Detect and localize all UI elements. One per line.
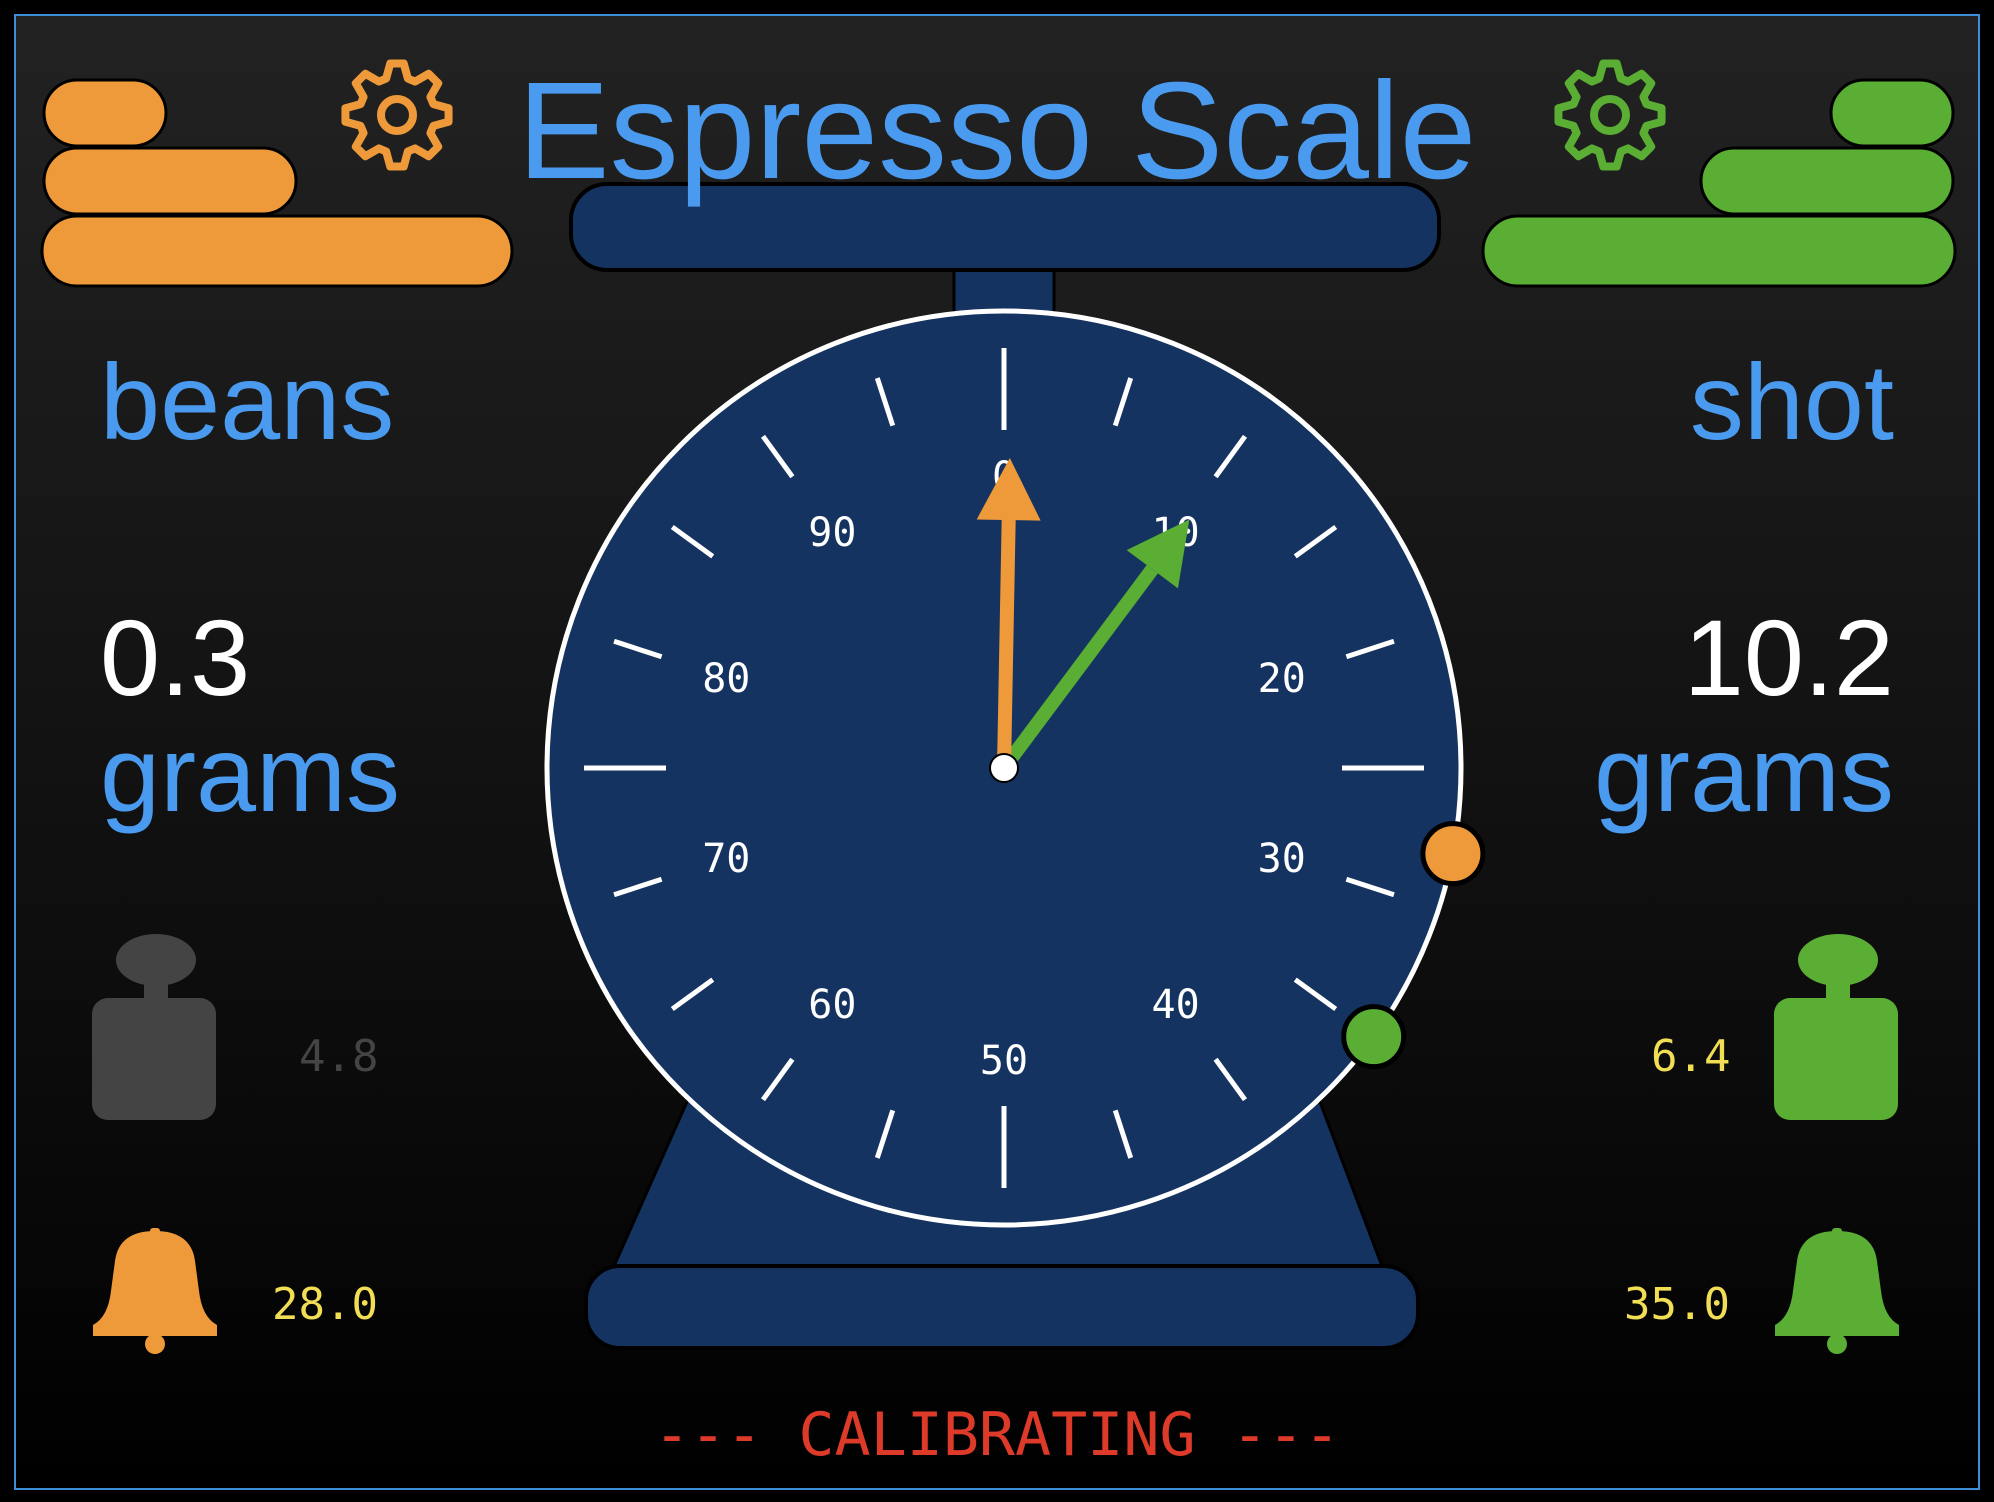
dial-tick xyxy=(670,524,715,559)
shot-menu-button[interactable] xyxy=(1481,78,1957,288)
beans-alarm-marker[interactable] xyxy=(1420,821,1486,887)
dial-tick xyxy=(613,876,663,898)
espresso-scale-app: 0102030405060708090 Espresso Scale b xyxy=(14,14,1980,1490)
app-title: Espresso Scale xyxy=(517,54,1477,208)
beans-alarm-value: 28.0 xyxy=(272,1279,378,1330)
dial-tick xyxy=(760,434,795,479)
beans-bar-long xyxy=(40,214,514,288)
dial-needles xyxy=(976,458,1190,783)
beans-alarm-bell-icon[interactable] xyxy=(93,1228,217,1354)
dial-tick xyxy=(1213,434,1248,479)
dial-tick xyxy=(1293,524,1338,559)
shot-bar-short xyxy=(1829,78,1955,148)
shot-label: shot xyxy=(1689,341,1894,462)
dial-label: 30 xyxy=(1258,836,1306,882)
scale-base-platform xyxy=(584,1264,1420,1350)
shot-settings-gear-icon[interactable] xyxy=(1554,59,1666,171)
dial-tick xyxy=(1112,377,1134,427)
beans-bar-medium xyxy=(42,146,298,216)
dial-label: 50 xyxy=(980,1038,1028,1084)
dial-tick xyxy=(874,377,896,427)
dial-tick xyxy=(1112,1109,1134,1159)
status-message: --- CALIBRATING --- xyxy=(653,1400,1341,1470)
dial-label: 60 xyxy=(808,982,856,1028)
dial-label: 90 xyxy=(808,510,856,556)
dial-tick xyxy=(874,1109,896,1159)
dial-label: 80 xyxy=(702,656,750,702)
beans-tare-weight-icon[interactable] xyxy=(92,934,216,1120)
beans-needle xyxy=(976,458,1041,769)
beans-settings-gear-icon[interactable] xyxy=(341,59,453,171)
shot-weight-unit: grams xyxy=(1593,713,1894,834)
shot-alarm-marker[interactable] xyxy=(1341,1004,1407,1070)
dial-tick xyxy=(760,1057,795,1102)
dial-tick xyxy=(1345,876,1395,898)
beans-label: beans xyxy=(100,341,395,462)
dial-tick xyxy=(1345,638,1395,660)
dial-label: 70 xyxy=(702,836,750,882)
beans-tare-value: 4.8 xyxy=(299,1031,379,1082)
shot-tare-weight-icon[interactable] xyxy=(1774,934,1898,1120)
dial-tick xyxy=(670,977,715,1012)
shot-bar-long xyxy=(1481,214,1957,288)
scene-graphics: 0102030405060708090 xyxy=(40,59,1957,1354)
dial-tick xyxy=(1213,1057,1248,1102)
beans-weight-value: 0.3 xyxy=(100,597,251,718)
dial-ticks xyxy=(584,348,1424,1188)
shot-weight-value: 10.2 xyxy=(1683,597,1894,718)
shot-alarm-value: 35.0 xyxy=(1624,1279,1730,1330)
beans-weight-unit: grams xyxy=(100,713,401,834)
dial-label: 20 xyxy=(1258,656,1306,702)
shot-tare-value: 6.4 xyxy=(1651,1031,1731,1082)
beans-bar-short xyxy=(42,78,168,148)
shot-needle xyxy=(998,519,1190,773)
dial-tick xyxy=(613,638,663,660)
needle-hub xyxy=(989,753,1019,783)
alarm-markers xyxy=(1341,821,1486,1070)
scale-top-platform xyxy=(569,182,1441,272)
dial-tick xyxy=(1293,977,1338,1012)
shot-alarm-bell-icon[interactable] xyxy=(1775,1228,1899,1354)
dial-label: 40 xyxy=(1152,982,1200,1028)
shot-bar-medium xyxy=(1699,146,1955,216)
beans-menu-button[interactable] xyxy=(40,78,514,288)
scale-dial: 0102030405060708090 xyxy=(544,308,1486,1228)
